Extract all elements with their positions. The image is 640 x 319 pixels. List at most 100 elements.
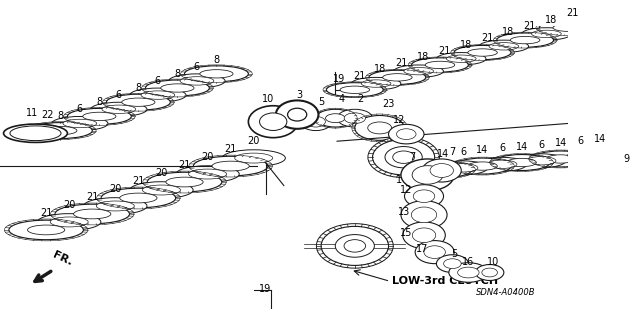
Ellipse shape: [476, 264, 504, 280]
Text: 15: 15: [400, 227, 412, 238]
Ellipse shape: [532, 151, 589, 167]
Ellipse shape: [38, 214, 101, 230]
Text: 19: 19: [333, 74, 345, 84]
Ellipse shape: [454, 158, 511, 174]
Text: 2: 2: [357, 94, 364, 104]
Ellipse shape: [565, 153, 595, 161]
Ellipse shape: [444, 259, 461, 269]
Ellipse shape: [522, 28, 571, 40]
Text: 7: 7: [449, 147, 456, 157]
Ellipse shape: [403, 222, 445, 249]
Ellipse shape: [424, 246, 445, 258]
Text: 6: 6: [460, 147, 466, 157]
Ellipse shape: [479, 40, 529, 53]
Ellipse shape: [553, 24, 582, 31]
Ellipse shape: [412, 166, 443, 184]
Text: 16: 16: [462, 257, 474, 267]
Ellipse shape: [28, 122, 92, 138]
Text: 12: 12: [400, 185, 412, 195]
Text: 20: 20: [248, 136, 260, 146]
Ellipse shape: [83, 112, 116, 121]
Ellipse shape: [222, 150, 285, 167]
Ellipse shape: [383, 74, 412, 81]
Ellipse shape: [430, 164, 454, 177]
Text: 6: 6: [194, 62, 200, 72]
Text: 18: 18: [374, 64, 387, 74]
Ellipse shape: [28, 225, 65, 235]
Ellipse shape: [300, 113, 332, 130]
Ellipse shape: [130, 182, 193, 198]
Ellipse shape: [91, 102, 147, 116]
Text: SDN4-A0400B: SDN4-A0400B: [476, 287, 536, 297]
Text: 5: 5: [318, 97, 324, 107]
Ellipse shape: [74, 209, 111, 219]
Ellipse shape: [546, 155, 575, 163]
Text: 18: 18: [417, 52, 429, 62]
Text: 11: 11: [26, 108, 38, 118]
Text: 22: 22: [42, 110, 54, 120]
Ellipse shape: [180, 77, 214, 85]
Ellipse shape: [200, 70, 233, 78]
Ellipse shape: [526, 157, 556, 165]
Text: 6: 6: [499, 143, 505, 153]
Text: 21: 21: [132, 176, 145, 186]
Ellipse shape: [122, 98, 155, 106]
Text: 20: 20: [109, 184, 122, 194]
Ellipse shape: [340, 86, 369, 93]
Text: 8: 8: [96, 97, 102, 107]
Ellipse shape: [193, 156, 268, 176]
Text: 8: 8: [57, 111, 63, 122]
Text: 6: 6: [538, 140, 544, 150]
Text: 14: 14: [515, 142, 528, 152]
Ellipse shape: [497, 33, 554, 47]
Ellipse shape: [55, 204, 129, 224]
Ellipse shape: [248, 106, 298, 138]
Ellipse shape: [189, 169, 227, 179]
Text: FR.: FR.: [51, 249, 74, 267]
Ellipse shape: [10, 126, 61, 141]
Ellipse shape: [412, 58, 468, 72]
Ellipse shape: [145, 80, 209, 96]
Text: 13: 13: [397, 207, 410, 217]
Ellipse shape: [337, 109, 372, 127]
Ellipse shape: [510, 36, 540, 44]
Text: 21: 21: [225, 144, 237, 154]
Ellipse shape: [184, 66, 248, 82]
Ellipse shape: [369, 70, 426, 85]
Ellipse shape: [368, 137, 439, 178]
Ellipse shape: [316, 109, 355, 127]
Ellipse shape: [556, 150, 605, 164]
Text: 21: 21: [40, 208, 52, 218]
Ellipse shape: [385, 146, 422, 168]
Ellipse shape: [489, 43, 518, 50]
Ellipse shape: [130, 88, 186, 102]
Ellipse shape: [415, 162, 472, 178]
Ellipse shape: [585, 151, 614, 160]
Text: 14: 14: [476, 145, 489, 155]
Ellipse shape: [393, 151, 415, 163]
Text: 8: 8: [174, 69, 180, 79]
Ellipse shape: [67, 108, 131, 124]
Text: 17: 17: [416, 244, 428, 255]
Ellipse shape: [482, 268, 497, 277]
Ellipse shape: [636, 168, 640, 180]
Ellipse shape: [449, 263, 488, 282]
Ellipse shape: [436, 53, 486, 65]
Ellipse shape: [306, 116, 325, 127]
Ellipse shape: [425, 61, 455, 69]
Ellipse shape: [326, 114, 345, 122]
Text: 20: 20: [63, 200, 76, 210]
Ellipse shape: [388, 124, 424, 144]
Ellipse shape: [404, 185, 444, 208]
Text: 14: 14: [437, 149, 450, 159]
Ellipse shape: [44, 126, 77, 135]
Ellipse shape: [316, 224, 393, 268]
Ellipse shape: [477, 157, 527, 171]
Text: LOW-3rd CLUTCH: LOW-3rd CLUTCH: [392, 276, 498, 286]
Text: 21: 21: [353, 70, 365, 81]
Ellipse shape: [169, 74, 225, 88]
Ellipse shape: [4, 124, 67, 142]
Ellipse shape: [493, 154, 550, 170]
Ellipse shape: [355, 115, 404, 140]
Ellipse shape: [52, 116, 108, 130]
